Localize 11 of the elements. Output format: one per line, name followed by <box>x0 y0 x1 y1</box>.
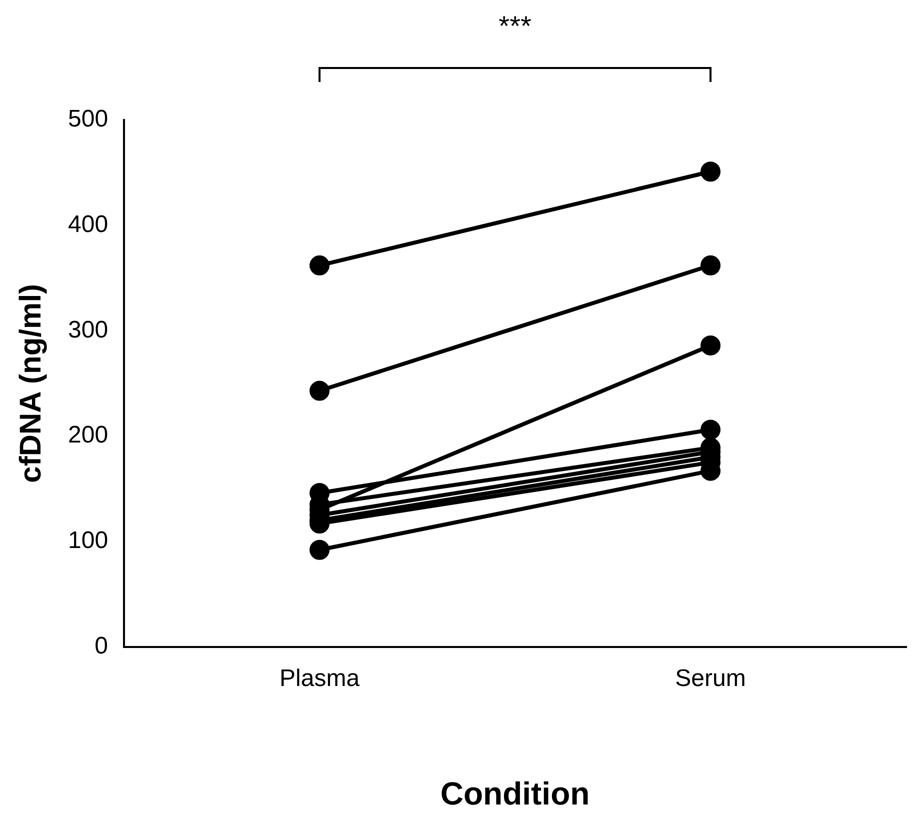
y-tick-label: 100 <box>68 527 108 554</box>
x-tick-label: Serum <box>675 664 746 692</box>
y-tick-label: 300 <box>68 316 108 344</box>
y-tick-label: 500 <box>68 106 108 133</box>
y-tick-label: 400 <box>68 210 108 238</box>
y-tick-label: 0 <box>94 632 108 660</box>
x-axis-title: Condition <box>440 776 590 812</box>
x-tick-label: Plasma <box>280 664 360 692</box>
text: *** <box>498 10 532 42</box>
y-tick-label: 200 <box>68 422 108 449</box>
y-axis-title: cfDNA (ng/ml) <box>14 284 48 483</box>
